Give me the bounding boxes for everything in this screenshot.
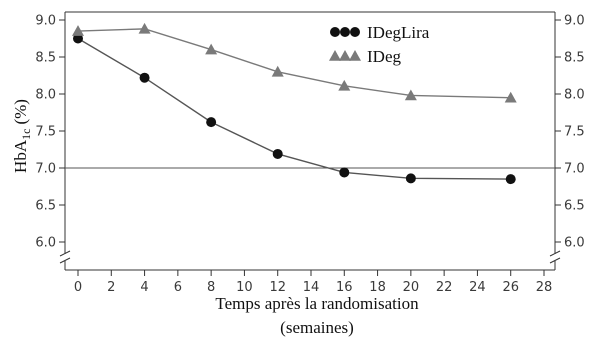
y-axis-title-unit: (%) [11, 99, 30, 124]
data-point-ideg [271, 65, 284, 77]
y-tick-label-right: 9.0 [564, 14, 585, 29]
y-axis-title: HbA1c (%) [11, 99, 33, 173]
data-point-ideg [205, 43, 218, 55]
plot-frame [59, 11, 561, 271]
y-tick-label-left: 6.5 [35, 199, 56, 214]
x-tick-label: 14 [303, 280, 320, 295]
x-tick-label: 2 [107, 280, 115, 295]
data-point-ideg [404, 89, 417, 101]
legend-marker-ideglira [350, 27, 360, 37]
y-tick-label-left: 9.0 [35, 14, 56, 29]
x-tick-label: 26 [502, 280, 519, 295]
legend-marker-ideg [339, 50, 351, 61]
axis-break-right-top [549, 250, 561, 257]
data-point-ideg [72, 25, 84, 36]
x-tick-label: 16 [336, 280, 353, 295]
data-point-ideglira [405, 173, 416, 184]
x-tick-label: 22 [436, 280, 453, 295]
legend-label-ideglira: IDegLira [367, 23, 430, 42]
data-point-ideg [504, 91, 517, 103]
x-axis-title: Temps après la randomisation [215, 294, 419, 313]
data-point-ideglira [73, 33, 83, 44]
data-point-ideglira [139, 72, 150, 83]
x-tick-label: 4 [140, 280, 148, 295]
legend-marker-ideglira [330, 27, 340, 37]
y-tick-label-left: 7.5 [35, 125, 56, 140]
x-tick-label: 8 [207, 280, 215, 295]
x-tick-label: 28 [536, 280, 553, 295]
y-axis-right: 6.0 6.5 7.0 7.5 8.0 8.5 9.0 [555, 14, 585, 251]
axis-break-left-bottom [59, 257, 71, 264]
y-axis-left: 6.0 6.5 7.0 7.5 8.0 8.5 9.0 [35, 14, 65, 251]
y-tick-label-right: 7.5 [564, 125, 585, 140]
x-axis-unit: (semaines) [280, 318, 354, 337]
x-tick-label: 12 [269, 280, 286, 295]
series-layer [72, 22, 517, 185]
x-tick-label: 10 [236, 280, 253, 295]
y-tick-label-right: 8.0 [564, 88, 585, 103]
data-point-ideglira [505, 174, 516, 185]
x-tick-label: 24 [469, 280, 486, 295]
data-point-ideglira [272, 148, 283, 159]
legend-marker-ideg [329, 50, 341, 61]
y-tick-label-left: 6.0 [35, 236, 56, 251]
legend: IDegLira IDeg [329, 23, 430, 66]
y-tick-label-left: 8.5 [35, 51, 56, 66]
data-point-ideg [138, 22, 151, 34]
data-point-ideglira [339, 167, 350, 178]
axis-break-right-bottom [549, 257, 561, 264]
y-tick-label-left: 7.0 [35, 162, 56, 177]
axis-break-left-top [59, 250, 71, 257]
y-axis-title-subscript: 1c [19, 129, 33, 140]
x-tick-label: 0 [74, 280, 82, 295]
y-tick-label-right: 6.0 [564, 236, 585, 251]
x-tick-label: 20 [403, 280, 420, 295]
series-line-ideglira [77, 37, 511, 180]
legend-label-ideg: IDeg [367, 47, 401, 66]
y-tick-label-right: 8.5 [564, 51, 585, 66]
y-tick-label-right: 7.0 [564, 162, 585, 177]
data-point-ideglira [206, 117, 217, 128]
y-tick-label-right: 6.5 [564, 199, 585, 214]
y-axis-title-main: HbA [11, 139, 30, 173]
x-tick-label: 18 [369, 280, 386, 295]
x-axis: 0 2 4 6 8 10 12 14 16 18 20 22 24 26 28 [74, 270, 552, 295]
legend-marker-ideglira [340, 27, 350, 37]
data-point-ideg [338, 79, 351, 91]
legend-marker-ideg [349, 50, 361, 61]
x-tick-label: 6 [174, 280, 182, 295]
y-tick-label-left: 8.0 [35, 88, 56, 103]
series-line-ideg [77, 28, 511, 99]
